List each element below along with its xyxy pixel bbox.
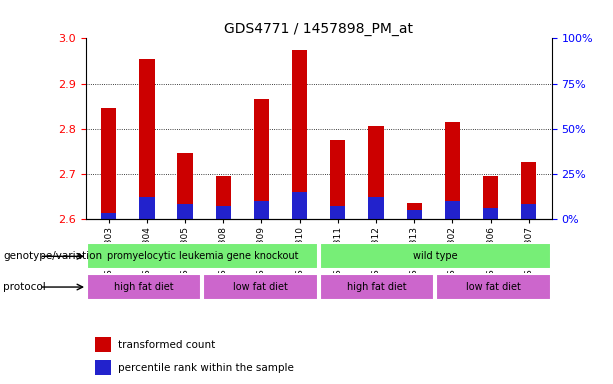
Bar [101, 108, 116, 219]
Bar [204, 274, 318, 300]
Text: genotype/variation: genotype/variation [3, 251, 102, 261]
Bar [406, 210, 422, 219]
Bar [178, 154, 192, 219]
Bar [292, 192, 307, 219]
Text: high fat diet: high fat diet [347, 282, 407, 292]
Bar [101, 214, 116, 219]
Bar [95, 360, 112, 375]
Bar [292, 50, 307, 219]
Bar [368, 126, 384, 219]
Text: low fat diet: low fat diet [233, 282, 288, 292]
Bar [87, 274, 201, 300]
Bar [436, 274, 550, 300]
Bar [178, 204, 192, 219]
Bar [406, 203, 422, 219]
Text: percentile rank within the sample: percentile rank within the sample [118, 363, 294, 373]
Bar [330, 140, 346, 219]
Text: high fat diet: high fat diet [114, 282, 174, 292]
Bar [445, 122, 460, 219]
Bar [139, 197, 154, 219]
Bar [254, 99, 269, 219]
Bar [445, 201, 460, 219]
Text: protocol: protocol [3, 282, 46, 292]
Text: wild type: wild type [413, 251, 457, 262]
Bar [330, 206, 346, 219]
Bar [483, 208, 498, 219]
Bar [320, 274, 434, 300]
Bar [95, 337, 112, 352]
Bar [216, 176, 231, 219]
Bar [139, 59, 154, 219]
Text: promyelocytic leukemia gene knockout: promyelocytic leukemia gene knockout [107, 251, 298, 262]
Text: transformed count: transformed count [118, 340, 216, 350]
Bar [368, 197, 384, 219]
Bar [521, 162, 536, 219]
Bar [521, 204, 536, 219]
Bar [254, 201, 269, 219]
Bar [216, 206, 231, 219]
Bar [320, 243, 550, 269]
Bar [87, 243, 318, 269]
Text: low fat diet: low fat diet [466, 282, 521, 292]
Bar [483, 176, 498, 219]
Title: GDS4771 / 1457898_PM_at: GDS4771 / 1457898_PM_at [224, 22, 413, 36]
